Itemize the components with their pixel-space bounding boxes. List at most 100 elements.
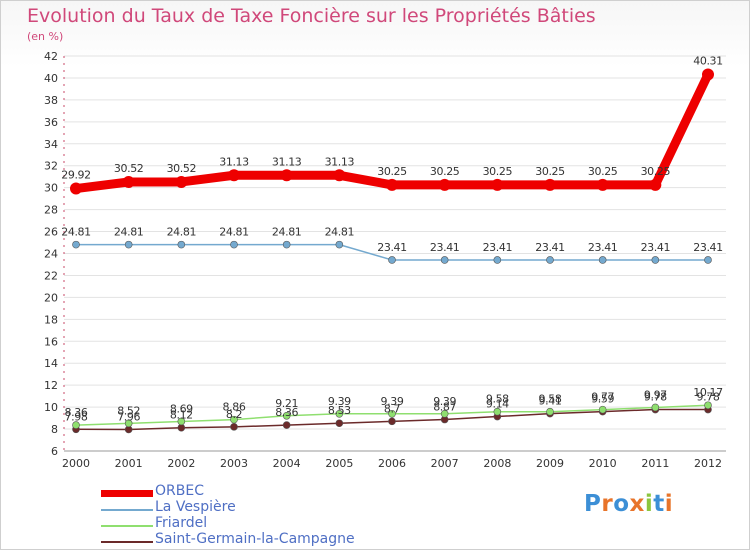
data-label-la-vespiere: 23.41 — [483, 241, 513, 254]
data-label-friardel: 8.36 — [65, 406, 88, 419]
y-tick-label: 42 — [44, 50, 58, 63]
data-label-la-vespiere: 23.41 — [693, 241, 723, 254]
data-point-friardel — [651, 403, 660, 412]
x-tick-label: 2002 — [167, 457, 195, 470]
data-point-friardel — [230, 415, 238, 424]
data-label-saint-germain: 9.78 — [697, 391, 720, 404]
data-point-orbec — [544, 178, 556, 191]
data-point-friardel — [335, 410, 344, 418]
y-tick-label: 14 — [44, 357, 58, 370]
data-point-la-vespiere — [282, 240, 291, 249]
data-point-orbec — [122, 175, 135, 188]
data-label-la-vespiere: 23.41 — [535, 241, 565, 254]
data-label-friardel: 9.39 — [381, 395, 404, 408]
data-label-orbec: 31.13 — [272, 155, 302, 168]
data-label-orbec: 30.25 — [535, 165, 565, 178]
data-label-saint-germain: 8.87 — [433, 401, 456, 414]
data-label-saint-germain: 9.78 — [644, 391, 667, 404]
data-point-orbec — [280, 169, 293, 182]
data-point-la-vespiere — [440, 256, 449, 264]
data-label-saint-germain: 7.98 — [65, 410, 88, 423]
data-point-la-vespiere — [598, 256, 607, 264]
x-tick-label: 2010 — [589, 457, 617, 470]
data-label-la-vespiere: 24.81 — [167, 226, 197, 239]
data-point-orbec — [175, 175, 188, 188]
data-label-saint-germain: 8.12 — [170, 409, 193, 422]
legend-label: Saint-Germain-la-Campagne — [155, 531, 355, 547]
data-point-la-vespiere — [230, 240, 238, 249]
data-label-saint-germain: 8.36 — [275, 406, 298, 419]
data-label-friardel: 8.69 — [170, 402, 193, 415]
y-tick-label: 36 — [44, 116, 58, 129]
data-label-saint-germain: 7.96 — [117, 410, 140, 423]
legend-label: La Vespière — [155, 499, 236, 515]
x-tick-label: 2007 — [431, 457, 459, 470]
proxiti-logo: Proxiti — [584, 491, 674, 517]
data-point-friardel — [124, 419, 133, 428]
data-label-orbec: 40.31 — [693, 55, 723, 68]
data-point-saint-germain — [335, 419, 344, 428]
data-point-la-vespiere — [546, 256, 554, 264]
y-tick-label: 30 — [44, 182, 58, 195]
data-label-orbec: 31.13 — [325, 155, 355, 168]
data-label-la-vespiere: 24.81 — [114, 226, 144, 239]
y-tick-label: 38 — [44, 94, 58, 107]
data-label-saint-germain: 8.7 — [384, 402, 401, 415]
y-tick-label: 22 — [44, 269, 58, 282]
data-point-la-vespiere — [651, 256, 660, 264]
y-tick-label: 34 — [44, 138, 58, 151]
legend-swatch — [101, 541, 153, 543]
data-point-orbec — [702, 68, 714, 81]
data-point-la-vespiere — [704, 256, 712, 264]
y-tick-label: 26 — [44, 226, 58, 239]
data-point-orbec — [491, 178, 504, 191]
data-label-friardel: 9.21 — [275, 397, 298, 410]
legend-swatch — [101, 525, 153, 527]
data-label-saint-germain: 8.2 — [226, 408, 242, 421]
data-point-saint-germain — [388, 417, 396, 426]
data-label-orbec: 30.52 — [167, 162, 197, 175]
x-tick-label: 2008 — [483, 457, 511, 470]
y-tick-label: 10 — [44, 401, 58, 414]
data-label-la-vespiere: 23.41 — [641, 241, 671, 254]
data-point-la-vespiere — [388, 256, 396, 264]
data-point-orbec — [438, 178, 451, 191]
data-point-friardel — [177, 417, 186, 426]
y-tick-label: 6 — [51, 445, 58, 458]
data-label-friardel: 8.52 — [117, 404, 140, 417]
data-label-orbec: 30.25 — [588, 165, 618, 178]
data-point-saint-germain — [282, 421, 291, 429]
y-tick-label: 24 — [44, 248, 58, 261]
data-point-friardel — [440, 410, 449, 418]
x-tick-label: 2003 — [220, 457, 248, 470]
y-tick-label: 20 — [44, 291, 58, 304]
data-label-orbec: 30.25 — [483, 165, 513, 178]
data-label-friardel: 9.77 — [591, 391, 614, 404]
data-point-la-vespiere — [72, 240, 80, 249]
data-point-orbec — [333, 169, 346, 182]
y-tick-label: 28 — [44, 204, 58, 217]
data-point-friardel — [598, 405, 607, 414]
x-tick-label: 2001 — [115, 457, 143, 470]
data-point-saint-germain — [177, 423, 186, 432]
data-point-la-vespiere — [335, 240, 344, 249]
x-tick-label: 2000 — [62, 457, 90, 470]
data-point-la-vespiere — [124, 240, 133, 249]
data-label-la-vespiere: 24.81 — [61, 226, 91, 239]
data-label-orbec: 30.52 — [114, 162, 144, 175]
y-tick-label: 8 — [51, 423, 58, 436]
legend-label: Friardel — [155, 515, 208, 531]
data-point-friardel — [282, 411, 291, 420]
y-tick-label: 12 — [44, 379, 58, 392]
data-label-saint-germain: 9.41 — [539, 395, 562, 408]
data-label-orbec: 30.25 — [641, 165, 671, 178]
data-label-saint-germain: 8.53 — [328, 404, 351, 417]
data-point-friardel — [388, 410, 396, 418]
data-label-friardel: 9.97 — [644, 388, 667, 401]
x-tick-label: 2009 — [536, 457, 564, 470]
data-point-friardel — [546, 407, 554, 416]
data-label-friardel: 9.39 — [433, 395, 456, 408]
data-label-orbec: 31.13 — [219, 155, 249, 168]
